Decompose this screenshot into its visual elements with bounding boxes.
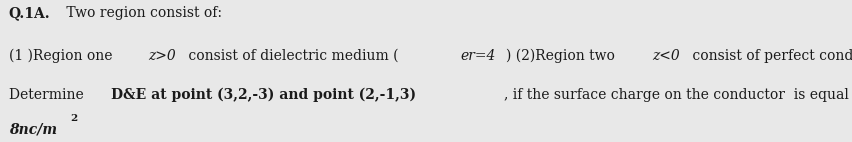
Text: , if the surface charge on the conductor  is equal to: , if the surface charge on the conductor… (504, 88, 852, 102)
Text: z<0: z<0 (651, 49, 679, 63)
Text: D&E at point (3,2,-3) and point (2,-1,3): D&E at point (3,2,-3) and point (2,-1,3) (111, 88, 415, 102)
Text: Two region consist of:: Two region consist of: (62, 6, 222, 20)
Text: (1 )Region one: (1 )Region one (9, 48, 116, 63)
Text: Q.1A.: Q.1A. (9, 6, 50, 20)
Text: consist of perfect conductor.: consist of perfect conductor. (687, 49, 852, 63)
Text: consist of dielectric medium (: consist of dielectric medium ( (183, 49, 398, 63)
Text: er=4: er=4 (460, 49, 495, 63)
Text: 8nc/m: 8nc/m (9, 123, 56, 136)
Text: z>0: z>0 (147, 49, 176, 63)
Text: 2: 2 (71, 114, 78, 123)
Text: Determine: Determine (9, 88, 88, 102)
Text: ) (2)Region two: ) (2)Region two (505, 48, 619, 63)
